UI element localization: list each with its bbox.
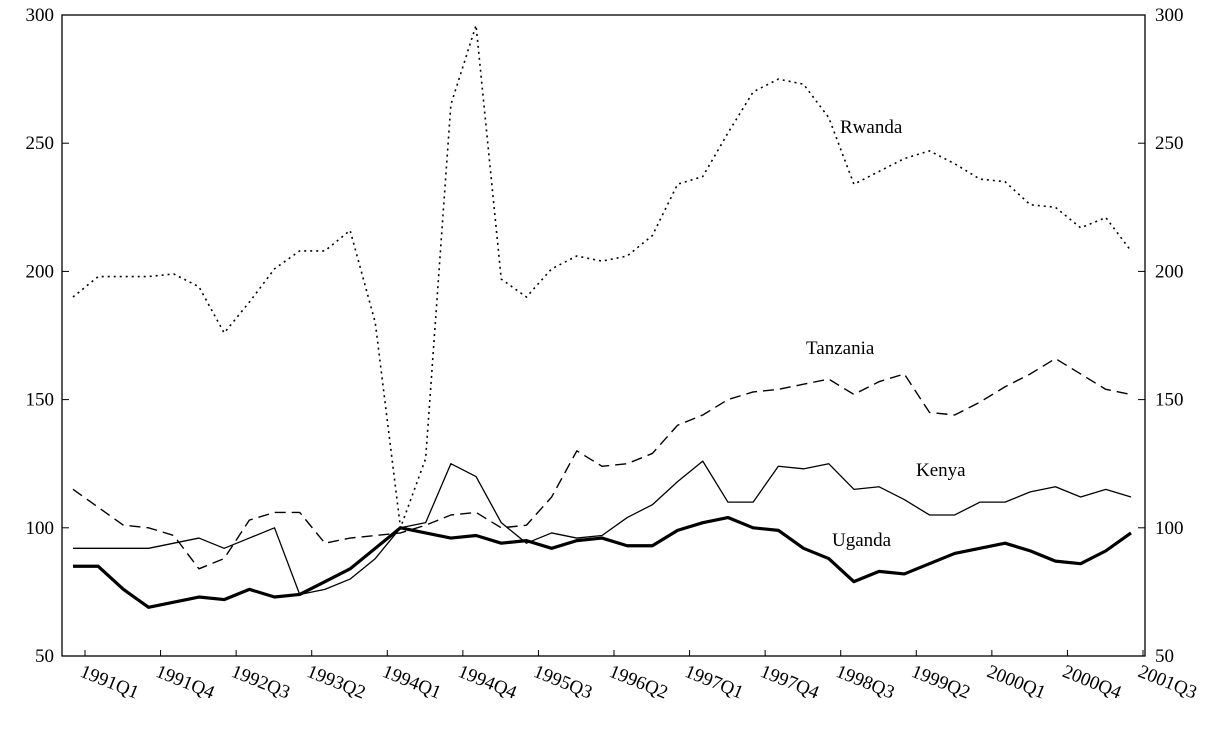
series-line [72, 357, 1132, 570]
x-tick-label: 2001Q3 [1135, 661, 1200, 703]
x-tick-label: 1996Q2 [606, 661, 671, 703]
y2-tick-label: 300 [1155, 5, 1184, 26]
y-tick-label: 200 [26, 261, 55, 282]
x-tick-label: 1995Q3 [531, 661, 596, 703]
x-tick-label: 1993Q2 [304, 661, 369, 703]
series-label: Rwanda [840, 117, 903, 138]
y-tick-label: 150 [26, 390, 55, 411]
series-label: Tanzania [806, 338, 875, 359]
y2-tick-label: 250 [1155, 133, 1184, 154]
x-tick-label: 1998Q3 [833, 661, 898, 703]
series-line [73, 460, 1132, 596]
x-tick-label: 1999Q2 [908, 661, 973, 703]
y2-tick-label: 100 [1155, 518, 1184, 539]
y-tick-label: 100 [26, 518, 55, 539]
y2-tick-label: 150 [1155, 390, 1184, 411]
x-tick-label: 1994Q1 [379, 661, 444, 703]
y-tick-label: 250 [26, 133, 55, 154]
y2-tick-label: 50 [1155, 646, 1174, 667]
plot-frame [61, 14, 1146, 657]
series-label: Uganda [832, 530, 892, 551]
y-tick-label: 50 [35, 646, 54, 667]
y2-tick-label: 200 [1155, 261, 1184, 282]
series-line [73, 515, 1132, 609]
series-label: Kenya [916, 460, 966, 481]
x-tick-label: 2000Q1 [984, 661, 1049, 703]
x-tick-label: 1991Q4 [153, 661, 218, 704]
x-tick-label: 2000Q4 [1060, 661, 1125, 704]
x-tick-label: 1997Q4 [757, 661, 822, 704]
x-tick-label: 1997Q1 [682, 661, 747, 703]
y-tick-label: 300 [26, 5, 55, 26]
x-tick-label: 1994Q4 [455, 661, 520, 704]
x-tick-label: 1991Q1 [77, 661, 142, 703]
series-line [72, 24, 1132, 529]
x-tick-label: 1992Q3 [228, 661, 293, 703]
